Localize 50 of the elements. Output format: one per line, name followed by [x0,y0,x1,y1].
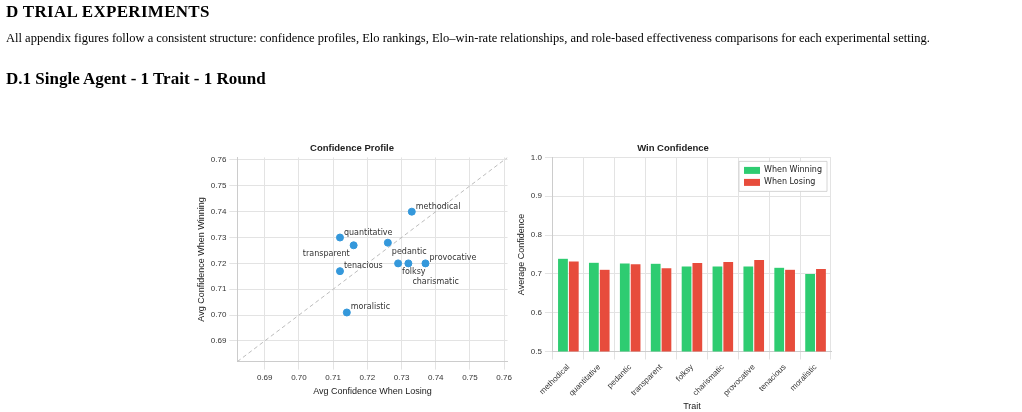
chart-title: Win Confidence [637,142,709,154]
y-tick-label: 0.6 [530,307,543,317]
y-axis-title: Average Confidence [515,213,526,296]
chart-title: Confidence Profile [310,142,394,154]
annotation: folksy [402,267,426,277]
y-tick-label: 0.8 [530,230,543,240]
point [342,308,351,317]
point [349,241,358,250]
x-tick-label: 0.72 [359,372,376,382]
point [335,267,344,276]
x-tick-label: 0.75 [462,372,479,382]
point [394,259,403,268]
y-tick-label: 0.76 [210,155,227,165]
y-tick-label: 0.74 [210,206,227,216]
annotation: tenacious [343,261,383,271]
y-tick-label: 0.5 [530,346,543,356]
y-tick-label: 0.73 [210,232,227,242]
x-tick-label: 0.76 [496,372,513,382]
point [407,207,416,216]
annotation: methodical [415,201,461,211]
x-axis-title: Avg Confidence When Losing [313,386,432,397]
y-tick-label: 0.69 [210,336,227,346]
text: All appendix figures follow a consistent structure: confidence profiles, Elo rankings, Elo–win-rate relationships, and role-based effectiveness comparisons for each experimental setting. [6,30,931,47]
annotation: transparent [302,249,350,259]
y-axis-title: Avg Confidence When Winning [195,197,206,322]
point [335,233,344,242]
x-tick-label: 0.73 [393,372,410,382]
annotation: quantitative [343,227,393,237]
y-tick-label: 0.7 [530,269,543,279]
legend-label: When Winning [764,165,822,175]
point [383,238,392,247]
y-tick-label: 0.9 [530,191,543,201]
point [421,259,430,268]
x-tick-label: 0.71 [325,372,342,382]
annotation: provocative [429,253,477,263]
x-tick-label: 0.69 [256,372,274,382]
x-tick-label: 0.70 [291,372,308,382]
annotation: charismatic [412,277,459,287]
text: D.1 Single Agent - 1 Trait - 1 Round [6,69,267,89]
annotation: moralistic [350,302,391,312]
legend-label: When Losing [764,177,816,187]
y-tick-label: 0.70 [210,310,227,320]
x-tick-label: 0.74 [427,372,445,382]
annotation: pedantic [391,246,427,256]
text: D TRIAL EXPERIMENTS [6,2,211,22]
x-axis-title: Trait [683,401,702,412]
y-tick-label: 1.0 [530,152,543,162]
y-tick-label: 0.71 [210,284,227,294]
y-tick-label: 0.75 [210,181,227,191]
y-tick-label: 0.72 [210,258,227,268]
